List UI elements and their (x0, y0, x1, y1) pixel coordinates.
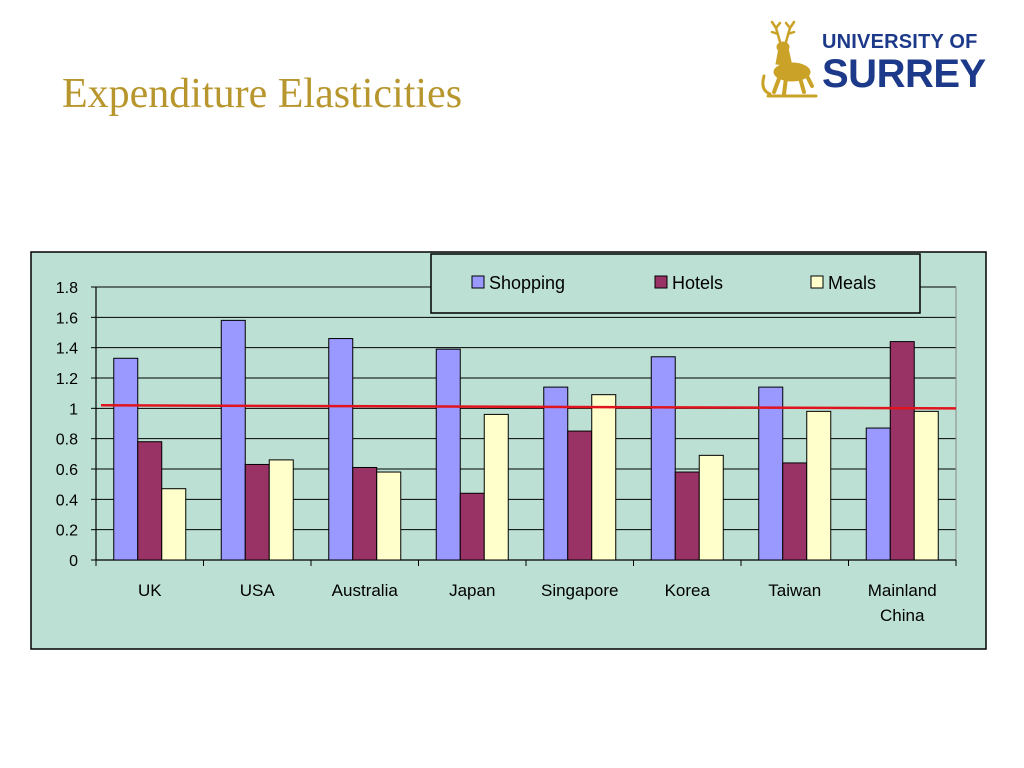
y-tick-label: 1.6 (56, 310, 78, 327)
bar-meals (376, 471, 402, 561)
x-category-label: Australia (332, 581, 399, 600)
legend-label-meals: Meals (828, 273, 876, 293)
legend-swatch-hotels (654, 275, 668, 289)
legend-label-hotels: Hotels (672, 273, 723, 293)
y-tick-label: 0.6 (56, 462, 78, 479)
slide-title: Expenditure Elasticities (62, 71, 463, 117)
bar-meals (268, 459, 294, 561)
bar-meals (161, 488, 187, 561)
x-category-label: USA (240, 581, 276, 600)
bar-meals (698, 454, 724, 561)
y-tick-label: 1.4 (56, 341, 78, 358)
bar-shopping (113, 357, 139, 561)
y-tick-label: 0.2 (56, 523, 78, 540)
bar-hotels (889, 341, 915, 561)
y-tick-label: 1 (69, 401, 78, 418)
bar-meals (483, 413, 509, 561)
university-logo: UNIVERSITY OF SURREY (758, 20, 998, 104)
x-category-label: Korea (665, 581, 711, 600)
legend-swatch-meals (810, 275, 824, 289)
x-category-label: Singapore (541, 581, 619, 600)
y-tick-label: 0 (69, 553, 78, 570)
logo-line-1: UNIVERSITY OF (822, 31, 978, 53)
y-tick-label: 0.8 (56, 432, 78, 449)
bar-shopping (435, 348, 461, 561)
bar-hotels (674, 471, 700, 561)
bar-meals (806, 410, 832, 561)
bar-shopping (758, 386, 784, 561)
bar-shopping (865, 427, 891, 561)
bar-shopping (650, 356, 676, 561)
x-category-label: Taiwan (768, 581, 821, 600)
x-category-label: Mainland (868, 581, 937, 600)
bar-meals (913, 410, 939, 561)
legend-label-shopping: Shopping (489, 273, 565, 293)
bar-hotels (244, 463, 270, 561)
legend-swatch-shopping (471, 275, 485, 289)
bar-hotels (137, 441, 163, 561)
x-category-label: UK (138, 581, 162, 600)
bar-hotels (459, 492, 485, 561)
x-category-label: Japan (449, 581, 495, 600)
x-category-label: China (880, 606, 925, 625)
y-tick-label: 0.4 (56, 492, 78, 509)
y-tick-label: 1.8 (56, 280, 78, 297)
bar-hotels (352, 466, 378, 561)
y-tick-label: 1.2 (56, 371, 78, 388)
stag-icon (761, 20, 818, 98)
bar-shopping (220, 319, 246, 561)
bar-hotels (567, 430, 593, 561)
bar-meals (591, 394, 617, 561)
bar-hotels (782, 462, 808, 561)
reference-line (100, 404, 957, 410)
bar-shopping (328, 338, 354, 561)
bar-shopping (543, 386, 569, 561)
logo-line-2: SURREY (822, 52, 986, 96)
legend-box (430, 253, 921, 314)
